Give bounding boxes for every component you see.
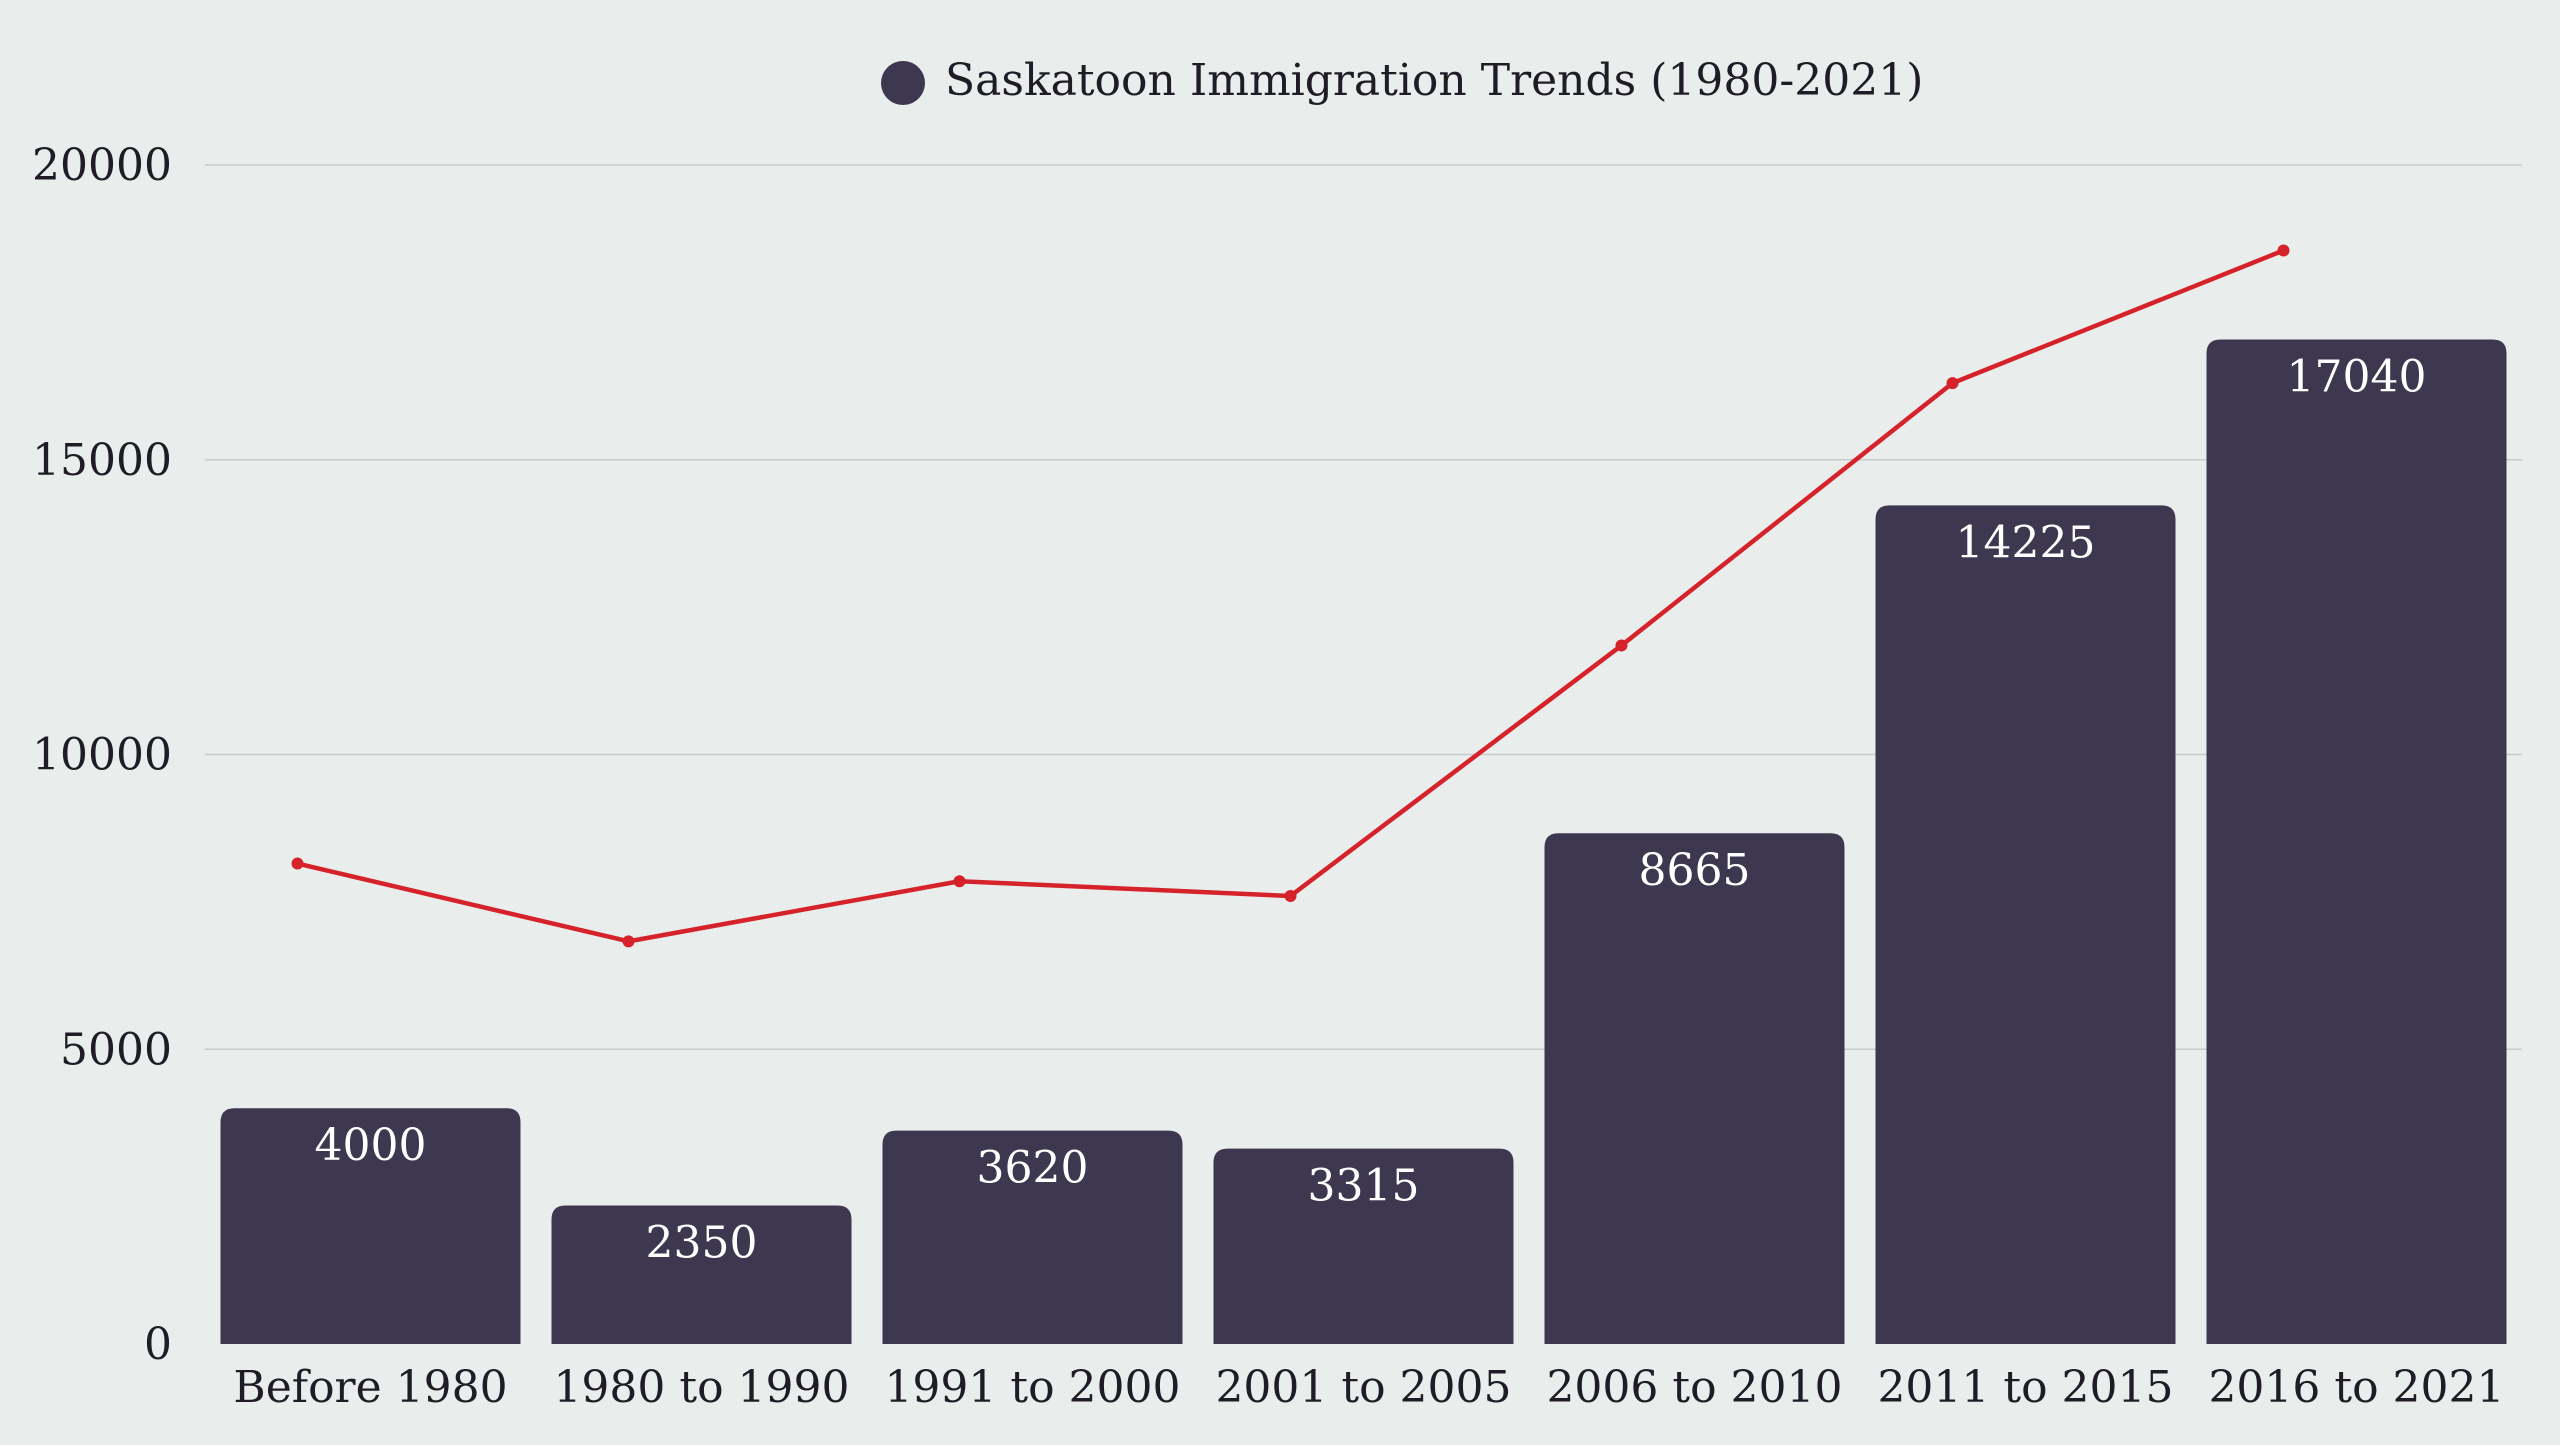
bar: [2206, 339, 2507, 1344]
label-layer: 0 5000 10000 15000 20000 4000 Before 1980 2350 1…: [32, 140, 2505, 1413]
bar: [1544, 833, 1845, 1344]
y-tick-label: 20000: [32, 140, 172, 191]
y-tick-label: 5000: [60, 1024, 172, 1075]
bar-data-label: 3620: [977, 1143, 1089, 1194]
bar: [1213, 1148, 1514, 1344]
legend-marker: [881, 61, 925, 105]
legend-label: Saskatoon Immigration Trends (1980-2021): [945, 55, 1923, 106]
bar-data-label: 14225: [1956, 517, 2096, 568]
trend-point: [1946, 377, 1959, 390]
bar-data-label: 2350: [646, 1217, 758, 1268]
trend-point: [1615, 639, 1628, 652]
bar-data-label: 3315: [1308, 1161, 1420, 1212]
x-tick-label: 2006 to 2010: [1546, 1362, 1842, 1413]
trend-point: [2277, 244, 2290, 257]
trend-point: [291, 857, 304, 870]
x-tick-label: 1991 to 2000: [884, 1362, 1180, 1413]
y-tick-label: 15000: [32, 435, 172, 486]
bar-data-label: 8665: [1639, 845, 1751, 896]
bar-layer: [220, 339, 2507, 1344]
x-tick-label: 2001 to 2005: [1215, 1362, 1511, 1413]
bar-data-label: 4000: [315, 1120, 427, 1171]
bar-data-label: 17040: [2287, 351, 2427, 402]
trend-point: [622, 935, 635, 948]
x-tick-label: 1980 to 1990: [553, 1362, 849, 1413]
line-layer: [291, 244, 2290, 948]
bar: [220, 1108, 521, 1344]
y-tick-label: 0: [144, 1319, 172, 1370]
bar: [1875, 505, 2176, 1344]
x-tick-label: Before 1980: [233, 1362, 507, 1413]
trend-point: [1284, 889, 1297, 902]
trend-point: [953, 875, 966, 888]
bar: [551, 1205, 852, 1344]
x-tick-label: 2011 to 2015: [1877, 1362, 2173, 1413]
legend: Saskatoon Immigration Trends (1980-2021): [881, 55, 1923, 106]
x-tick-label: 2016 to 2021: [2208, 1362, 2504, 1413]
y-tick-label: 10000: [32, 730, 172, 781]
bar: [882, 1130, 1183, 1344]
